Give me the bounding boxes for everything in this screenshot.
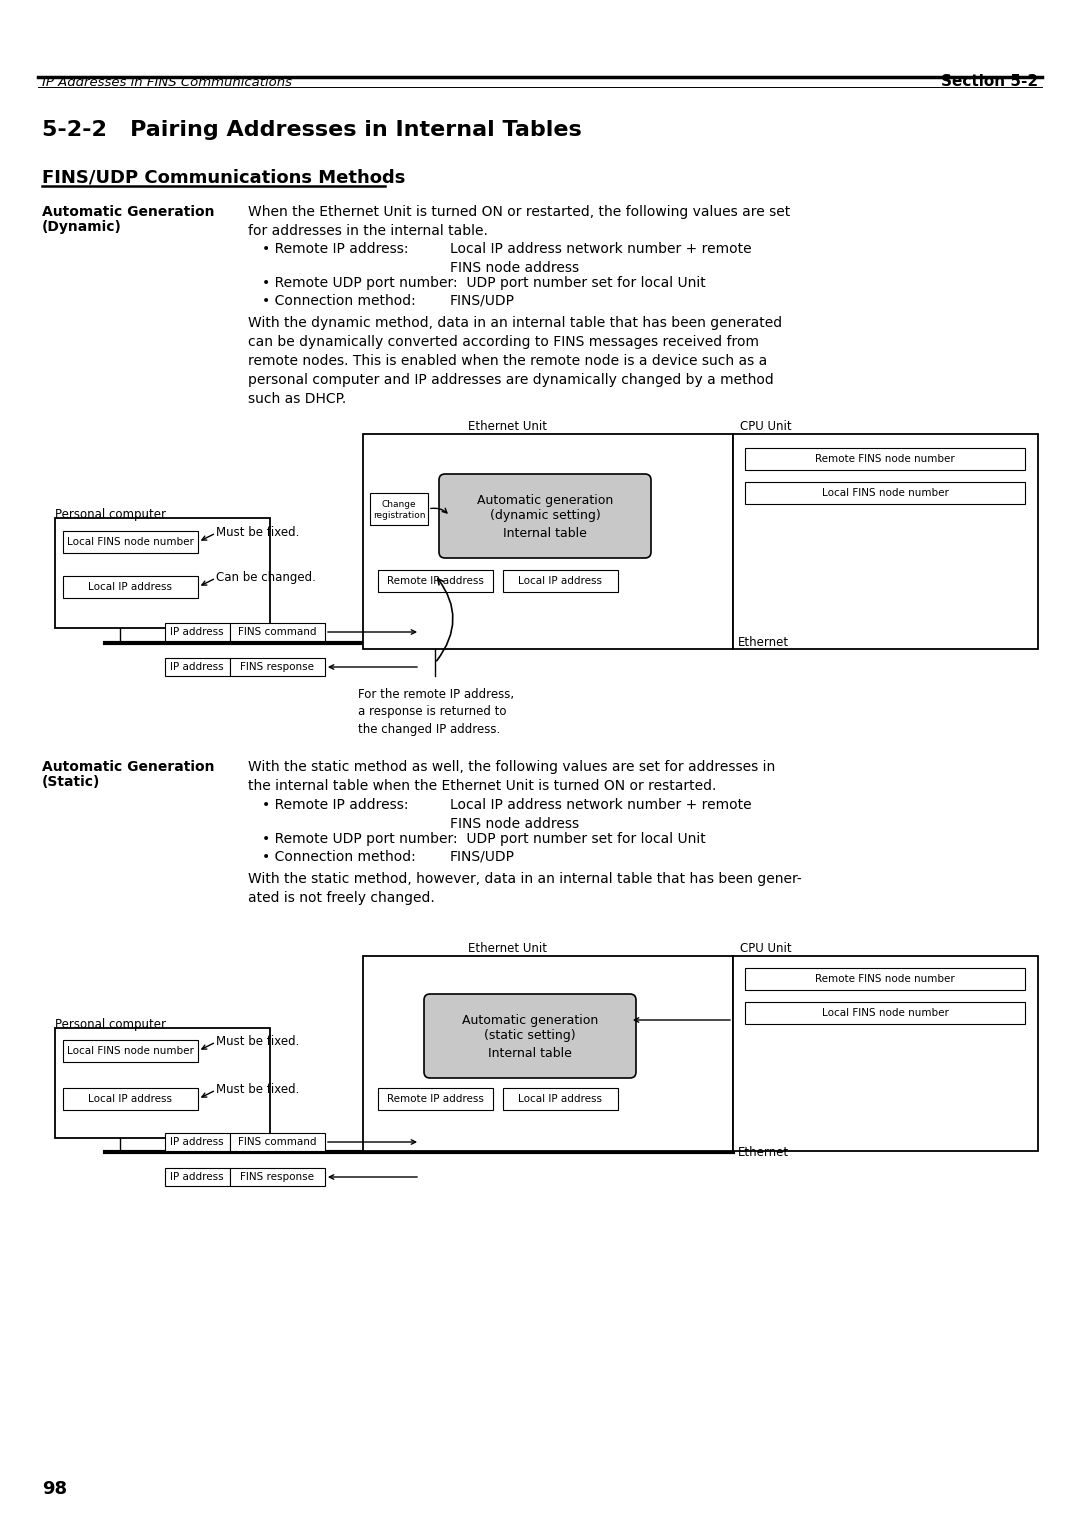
Text: FINS response: FINS response bbox=[240, 1172, 314, 1183]
FancyBboxPatch shape bbox=[363, 434, 733, 649]
Text: For the remote IP address,
a response is returned to
the changed IP address.: For the remote IP address, a response is… bbox=[357, 688, 514, 736]
FancyBboxPatch shape bbox=[438, 474, 651, 558]
Text: 5-2-2   Pairing Addresses in Internal Tables: 5-2-2 Pairing Addresses in Internal Tabl… bbox=[42, 121, 582, 141]
Text: Local FINS node number: Local FINS node number bbox=[67, 536, 194, 547]
Text: Local IP address network number + remote
FINS node address: Local IP address network number + remote… bbox=[450, 798, 752, 831]
FancyBboxPatch shape bbox=[63, 1041, 198, 1062]
Text: (dynamic setting): (dynamic setting) bbox=[489, 509, 600, 523]
Text: IP address: IP address bbox=[171, 662, 224, 672]
FancyBboxPatch shape bbox=[370, 494, 428, 526]
Text: Must be fixed.: Must be fixed. bbox=[216, 526, 299, 539]
Text: Local IP address: Local IP address bbox=[518, 1094, 603, 1105]
Text: Automatic generation: Automatic generation bbox=[462, 1015, 598, 1027]
Text: Remote IP address: Remote IP address bbox=[387, 1094, 484, 1105]
FancyBboxPatch shape bbox=[503, 1088, 618, 1109]
Text: Local FINS node number: Local FINS node number bbox=[822, 1008, 948, 1018]
Text: • Remote IP address:: • Remote IP address: bbox=[262, 798, 408, 811]
FancyBboxPatch shape bbox=[63, 576, 198, 597]
Text: • Remote UDP port number:  UDP port number set for local Unit: • Remote UDP port number: UDP port numbe… bbox=[262, 277, 705, 290]
Text: When the Ethernet Unit is turned ON or restarted, the following values are set
f: When the Ethernet Unit is turned ON or r… bbox=[248, 205, 791, 238]
FancyBboxPatch shape bbox=[55, 1028, 270, 1138]
Text: 98: 98 bbox=[42, 1481, 67, 1497]
Text: Section 5-2: Section 5-2 bbox=[941, 75, 1038, 90]
Text: Ethernet: Ethernet bbox=[738, 1146, 789, 1158]
Text: Automatic Generation: Automatic Generation bbox=[42, 759, 215, 775]
FancyBboxPatch shape bbox=[745, 969, 1025, 990]
FancyBboxPatch shape bbox=[165, 1132, 230, 1151]
FancyBboxPatch shape bbox=[230, 1167, 325, 1186]
Text: Local FINS node number: Local FINS node number bbox=[822, 487, 948, 498]
FancyBboxPatch shape bbox=[230, 1132, 325, 1151]
FancyBboxPatch shape bbox=[63, 1088, 198, 1109]
FancyBboxPatch shape bbox=[55, 518, 270, 628]
Text: IP address: IP address bbox=[171, 626, 224, 637]
Text: Must be fixed.: Must be fixed. bbox=[216, 1034, 299, 1048]
Text: CPU Unit: CPU Unit bbox=[740, 941, 792, 955]
Text: Ethernet: Ethernet bbox=[738, 637, 789, 649]
Text: FINS command: FINS command bbox=[238, 626, 316, 637]
Text: Automatic Generation: Automatic Generation bbox=[42, 205, 215, 219]
Text: Remote FINS node number: Remote FINS node number bbox=[815, 454, 955, 465]
FancyBboxPatch shape bbox=[745, 481, 1025, 504]
Text: With the dynamic method, data in an internal table that has been generated
can b: With the dynamic method, data in an inte… bbox=[248, 316, 782, 406]
Text: Personal computer: Personal computer bbox=[55, 507, 166, 521]
FancyBboxPatch shape bbox=[230, 659, 325, 675]
Text: • Remote UDP port number:  UDP port number set for local Unit: • Remote UDP port number: UDP port numbe… bbox=[262, 833, 705, 847]
Text: Local IP address: Local IP address bbox=[518, 576, 603, 587]
Text: (Dynamic): (Dynamic) bbox=[42, 220, 122, 234]
Text: Remote IP address: Remote IP address bbox=[387, 576, 484, 587]
FancyBboxPatch shape bbox=[363, 957, 733, 1151]
Text: FINS/UDP: FINS/UDP bbox=[450, 850, 515, 863]
Text: FINS command: FINS command bbox=[238, 1137, 316, 1148]
Text: Can be changed.: Can be changed. bbox=[216, 571, 315, 584]
FancyBboxPatch shape bbox=[165, 659, 230, 675]
Text: Ethernet Unit: Ethernet Unit bbox=[468, 941, 546, 955]
FancyBboxPatch shape bbox=[230, 623, 325, 642]
FancyBboxPatch shape bbox=[165, 623, 230, 642]
Text: Ethernet Unit: Ethernet Unit bbox=[468, 420, 546, 432]
FancyBboxPatch shape bbox=[63, 532, 198, 553]
Text: Local IP address: Local IP address bbox=[89, 1094, 173, 1105]
Text: Internal table: Internal table bbox=[488, 1047, 572, 1060]
Text: Automatic generation: Automatic generation bbox=[477, 494, 613, 507]
Text: • Connection method:: • Connection method: bbox=[262, 850, 416, 863]
FancyBboxPatch shape bbox=[424, 995, 636, 1077]
Text: Must be fixed.: Must be fixed. bbox=[216, 1083, 299, 1096]
Text: Personal computer: Personal computer bbox=[55, 1018, 166, 1031]
Text: Internal table: Internal table bbox=[503, 527, 586, 539]
FancyBboxPatch shape bbox=[378, 570, 492, 591]
Text: Local FINS node number: Local FINS node number bbox=[67, 1047, 194, 1056]
Text: IP Addresses in FINS Communications: IP Addresses in FINS Communications bbox=[42, 75, 292, 89]
Text: With the static method, however, data in an internal table that has been gener-
: With the static method, however, data in… bbox=[248, 872, 801, 905]
Text: FINS response: FINS response bbox=[240, 662, 314, 672]
Text: Change
registration: Change registration bbox=[373, 500, 426, 520]
Text: (static setting): (static setting) bbox=[484, 1028, 576, 1042]
FancyBboxPatch shape bbox=[733, 434, 1038, 649]
FancyBboxPatch shape bbox=[745, 448, 1025, 471]
FancyBboxPatch shape bbox=[733, 957, 1038, 1151]
Text: Local IP address network number + remote
FINS node address: Local IP address network number + remote… bbox=[450, 241, 752, 275]
FancyBboxPatch shape bbox=[503, 570, 618, 591]
Text: CPU Unit: CPU Unit bbox=[740, 420, 792, 432]
Text: • Connection method:: • Connection method: bbox=[262, 293, 416, 309]
Text: • Remote IP address:: • Remote IP address: bbox=[262, 241, 408, 257]
FancyBboxPatch shape bbox=[378, 1088, 492, 1109]
Text: Local IP address: Local IP address bbox=[89, 582, 173, 591]
Text: IP address: IP address bbox=[171, 1172, 224, 1183]
Text: With the static method as well, the following values are set for addresses in
th: With the static method as well, the foll… bbox=[248, 759, 775, 793]
FancyBboxPatch shape bbox=[165, 1167, 230, 1186]
Text: (Static): (Static) bbox=[42, 775, 100, 788]
FancyBboxPatch shape bbox=[745, 1002, 1025, 1024]
Text: FINS/UDP Communications Methods: FINS/UDP Communications Methods bbox=[42, 168, 405, 186]
Text: Remote FINS node number: Remote FINS node number bbox=[815, 973, 955, 984]
Text: IP address: IP address bbox=[171, 1137, 224, 1148]
Text: FINS/UDP: FINS/UDP bbox=[450, 293, 515, 309]
